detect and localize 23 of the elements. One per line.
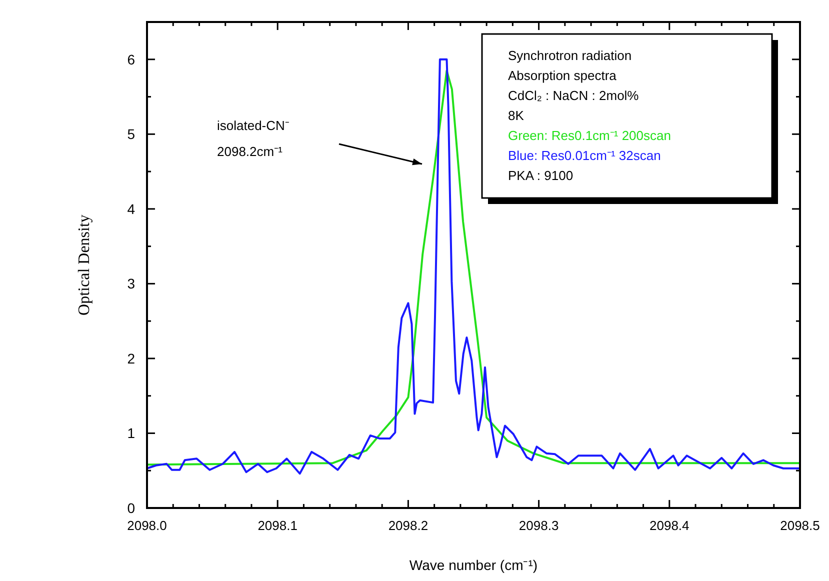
x-tick-label: 2098.0 xyxy=(127,518,167,533)
x-tick-label: 2098.1 xyxy=(258,518,298,533)
annotation: 8K xyxy=(508,108,524,123)
y-tick-label: 1 xyxy=(127,425,136,442)
annotation: CdCl₂ : NaCN : 2mol% xyxy=(508,88,640,103)
annotation: Synchrotron radiation xyxy=(508,48,632,63)
x-tick-label: 2098.5 xyxy=(780,518,820,533)
y-tick-label: 0 xyxy=(127,500,136,516)
text: Green: Res0.1cm⁻¹ 200scan xyxy=(508,128,671,143)
y-tick-label: 3 xyxy=(127,276,136,292)
annotation: PKA : 9100 xyxy=(508,168,574,183)
y-tick-label: 4 xyxy=(127,200,136,217)
x-tick-label: 2098.3 xyxy=(518,518,559,533)
y-tick-label: 5 xyxy=(127,126,136,142)
y-tick-label: 2 xyxy=(127,350,136,366)
text: Blue: Res0.01cm⁻¹ 32scan xyxy=(508,148,661,163)
x-axis-title: Wave number (cm⁻¹) xyxy=(409,557,538,573)
annotation: isolated-CN⁻ 2098.2cm⁻¹ xyxy=(217,118,289,159)
x-tick-label: 2098.2 xyxy=(388,518,428,533)
y-tick-label: 6 xyxy=(127,51,136,68)
annotation: Absorption spectra xyxy=(508,68,618,83)
x-tick-label: 2098.4 xyxy=(650,518,690,533)
y-axis-title: Optical Density xyxy=(76,214,93,316)
